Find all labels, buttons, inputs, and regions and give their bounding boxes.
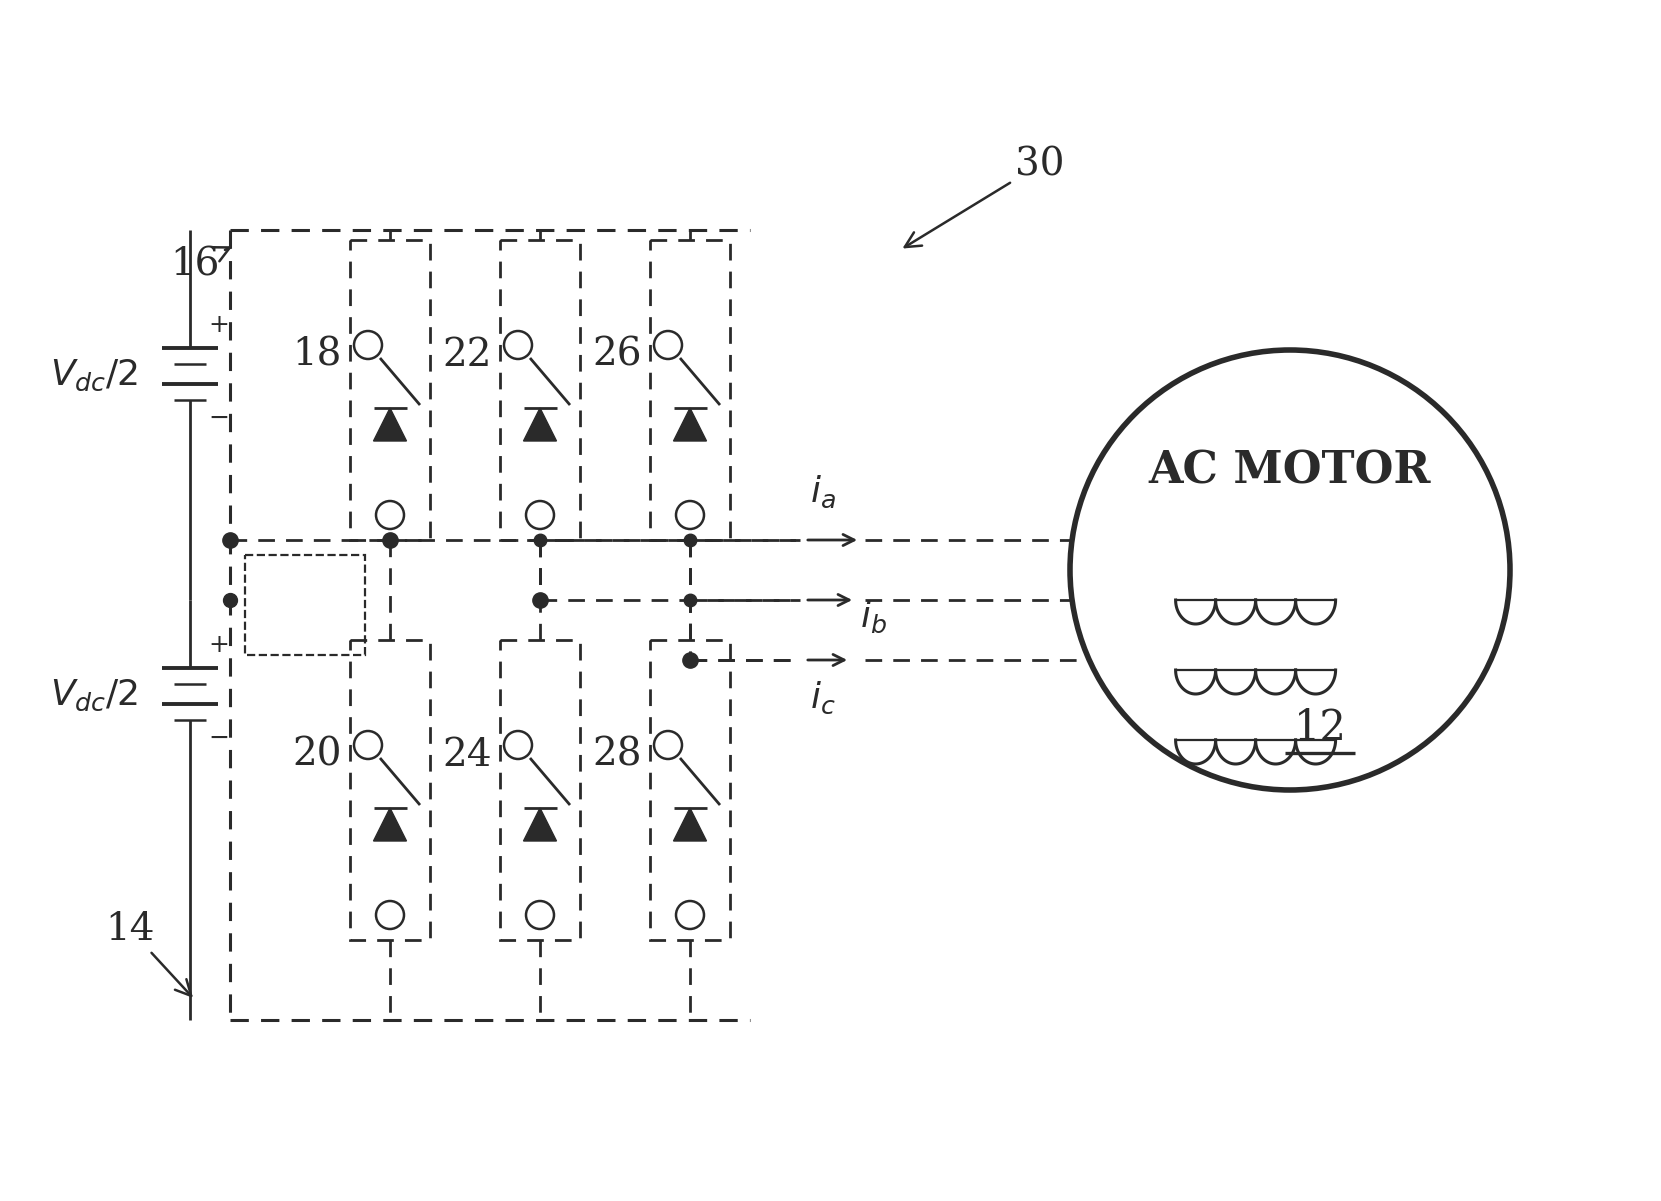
Text: 22: 22 [442,336,492,374]
Bar [350,240,430,540]
Text: $i_a$: $i_a$ [811,473,835,510]
Text: 12: 12 [1294,707,1347,749]
Polygon shape [523,808,556,841]
Bar [649,240,729,540]
Text: $V_{dc}/2$: $V_{dc}/2$ [50,677,138,712]
Bar [649,640,729,940]
Bar [350,640,430,940]
Bar [246,555,365,655]
Polygon shape [523,408,556,441]
Polygon shape [374,808,407,841]
Bar [500,240,580,540]
Text: $i_c$: $i_c$ [811,680,835,716]
Text: 14: 14 [105,912,191,996]
Text: 20: 20 [292,736,342,773]
Polygon shape [673,808,706,841]
Text: −: − [208,725,229,749]
Text: 16: 16 [171,246,229,283]
Bar [500,640,580,940]
Text: $V_{dc}/2$: $V_{dc}/2$ [50,358,138,393]
Polygon shape [374,408,407,441]
Text: +: + [208,633,229,657]
Text: −: − [208,406,229,430]
Text: +: + [208,313,229,337]
Polygon shape [673,408,706,441]
Text: 28: 28 [593,736,643,773]
Text: AC MOTOR: AC MOTOR [1149,449,1432,492]
Text: 24: 24 [442,736,492,773]
Text: 30: 30 [905,147,1065,247]
Text: 18: 18 [292,336,342,374]
Text: $i_b$: $i_b$ [860,599,887,635]
Text: 26: 26 [593,336,643,374]
